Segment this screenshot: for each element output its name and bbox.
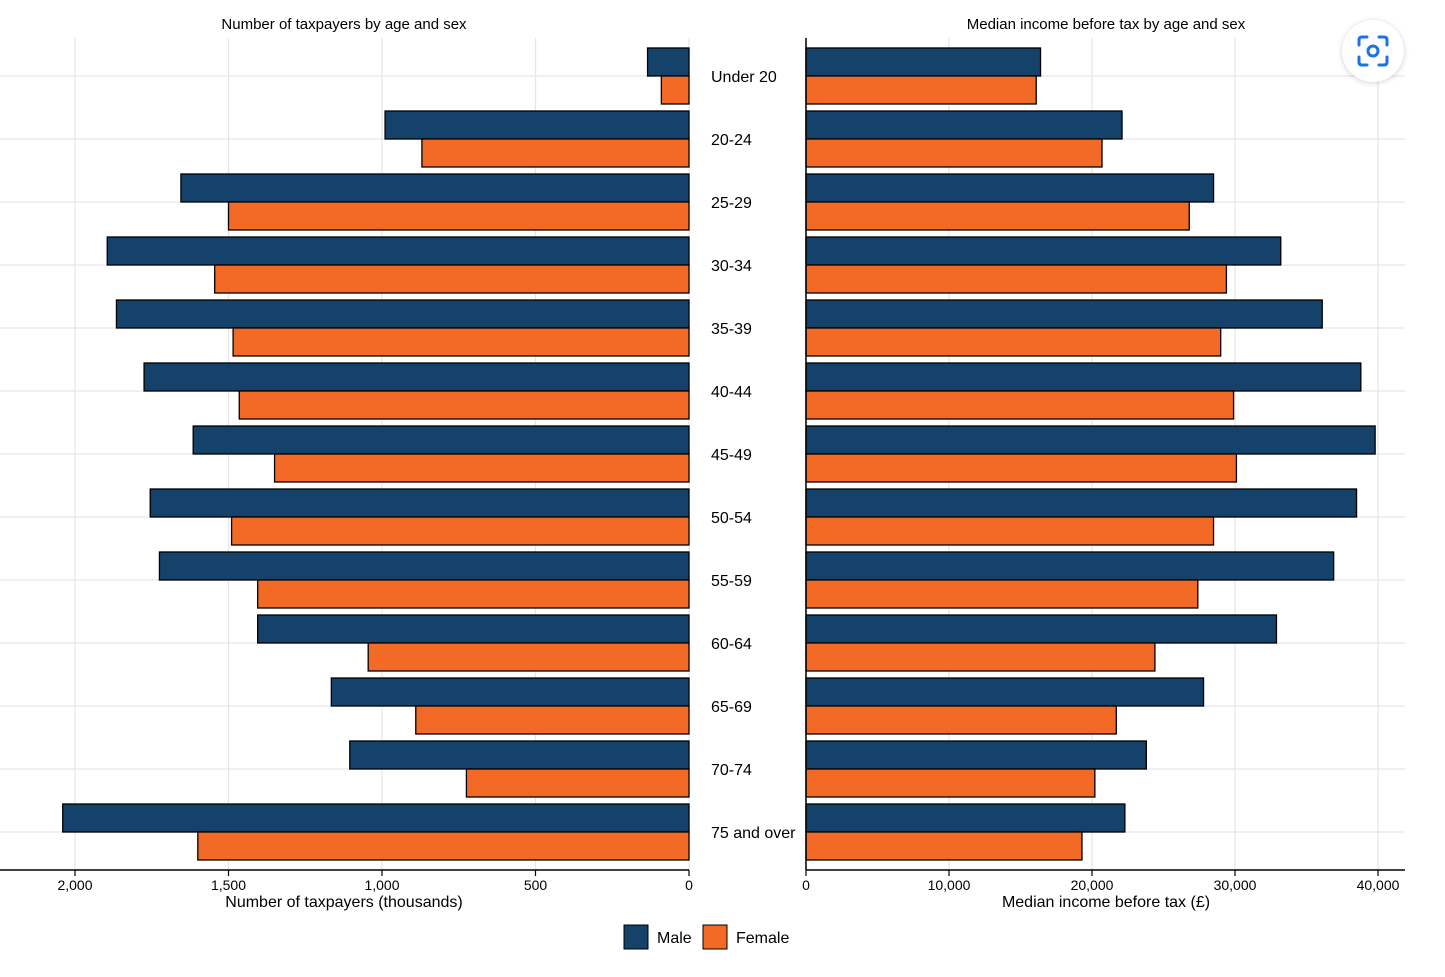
- right-x-tick-label: 30,000: [1214, 877, 1257, 893]
- right-bar-female: [805, 390, 1235, 420]
- right-x-tick-label: 40,000: [1357, 877, 1400, 893]
- age-category-label: 50-54: [711, 510, 752, 527]
- right-bar-male: [805, 740, 1147, 770]
- left-x-tick-label: 2,000: [57, 877, 92, 893]
- right-bar-female: [805, 327, 1222, 357]
- left-bar-female: [273, 453, 690, 483]
- left-bar-male: [257, 614, 690, 644]
- right-bar-female: [805, 831, 1083, 861]
- left-x-tick-label: 500: [524, 877, 548, 893]
- left-bar-male: [62, 803, 690, 833]
- right-bar-female: [805, 75, 1037, 105]
- left-x-axis: 2,000 1,500 1,000 500 0: [0, 869, 693, 893]
- right-bar-female: [805, 705, 1117, 735]
- age-category-label: 30-34: [711, 258, 752, 275]
- age-category-label: 35-39: [711, 321, 752, 338]
- left-bar-female: [421, 138, 690, 168]
- age-category-label: 25-29: [711, 195, 752, 212]
- left-bar-male: [149, 488, 690, 518]
- right-x-tick-label: 0: [802, 877, 810, 893]
- right-bar-female: [805, 579, 1199, 609]
- left-bar-male: [646, 47, 690, 77]
- left-bar-female: [465, 768, 690, 798]
- age-category-label: 20-24: [711, 132, 752, 149]
- left-bar-female: [230, 516, 690, 546]
- left-bar-male: [180, 173, 690, 203]
- left-bar-male: [158, 551, 690, 581]
- left-bar-female: [227, 201, 690, 231]
- left-bar-male: [384, 110, 690, 140]
- left-bar-male: [106, 236, 690, 266]
- right-bars: [805, 47, 1376, 861]
- right-bar-male: [805, 551, 1335, 581]
- left-chart-title: Number of taxpayers by age and sex: [221, 16, 467, 33]
- right-bar-male: [805, 47, 1042, 77]
- left-bar-female: [257, 579, 690, 609]
- age-category-label: 70-74: [711, 762, 752, 779]
- right-panel-median-income: Median income before tax by age and sex …: [802, 16, 1405, 911]
- legend-swatch-male: [623, 924, 649, 950]
- left-x-tick-label: 1,500: [211, 877, 246, 893]
- right-bar-male: [805, 803, 1126, 833]
- age-category-label: 60-64: [711, 636, 752, 653]
- right-bar-female: [805, 264, 1228, 294]
- left-x-tick-label: 0: [685, 877, 693, 893]
- right-x-axis-label: Median income before tax (£): [1002, 894, 1210, 911]
- left-bar-female: [367, 642, 690, 672]
- left-bar-male: [192, 425, 690, 455]
- right-bar-male: [805, 614, 1278, 644]
- age-category-label: 75 and over: [711, 825, 796, 842]
- left-bar-female: [415, 705, 690, 735]
- left-bars: [62, 47, 690, 861]
- left-bar-female: [197, 831, 690, 861]
- age-category-labels: Under 20 20-24 25-29 30-34 35-39 40-44 45-49 50…: [711, 69, 796, 842]
- legend-swatch-female: [702, 924, 728, 950]
- age-category-label: 45-49: [711, 447, 752, 464]
- right-bar-female: [805, 516, 1215, 546]
- left-panel-taxpayers: Number of taxpayers by age and sex 2,000…: [0, 16, 693, 911]
- left-bar-female: [232, 327, 690, 357]
- age-category-label: 55-59: [711, 573, 752, 590]
- left-x-axis-label: Number of taxpayers (thousands): [225, 894, 462, 911]
- right-bar-male: [805, 110, 1123, 140]
- right-bar-male: [805, 425, 1376, 455]
- right-x-tick-label: 20,000: [1071, 877, 1114, 893]
- right-bar-male: [805, 488, 1358, 518]
- left-bar-male: [143, 362, 690, 392]
- right-bar-female: [805, 201, 1190, 231]
- left-bar-female: [214, 264, 690, 294]
- left-bar-female: [238, 390, 690, 420]
- legend-label-female: Female: [736, 930, 789, 947]
- right-bar-male: [805, 173, 1215, 203]
- right-bar-female: [805, 768, 1096, 798]
- right-x-tick-label: 10,000: [928, 877, 971, 893]
- right-bar-male: [805, 677, 1205, 707]
- right-bar-male: [805, 299, 1323, 329]
- right-bar-male: [805, 362, 1362, 392]
- right-x-axis: 0 10,000 20,000 30,000 40,000: [802, 38, 1405, 893]
- age-category-label: Under 20: [711, 69, 777, 86]
- right-chart-title: Median income before tax by age and sex: [967, 16, 1246, 33]
- visual-search-button[interactable]: [1342, 20, 1404, 82]
- right-bar-female: [805, 138, 1103, 168]
- age-category-label: 40-44: [711, 384, 752, 401]
- left-x-tick-label: 1,000: [364, 877, 399, 893]
- age-category-label: 65-69: [711, 699, 752, 716]
- left-bar-male: [115, 299, 690, 329]
- left-bar-female: [660, 75, 690, 105]
- chart-legend: Male Female: [623, 924, 789, 950]
- right-bar-female: [805, 642, 1156, 672]
- left-bar-male: [349, 740, 690, 770]
- left-bar-male: [330, 677, 690, 707]
- right-bar-male: [805, 236, 1282, 266]
- right-bar-female: [805, 453, 1238, 483]
- visual-search-icon: [1357, 35, 1389, 67]
- legend-label-male: Male: [657, 930, 692, 947]
